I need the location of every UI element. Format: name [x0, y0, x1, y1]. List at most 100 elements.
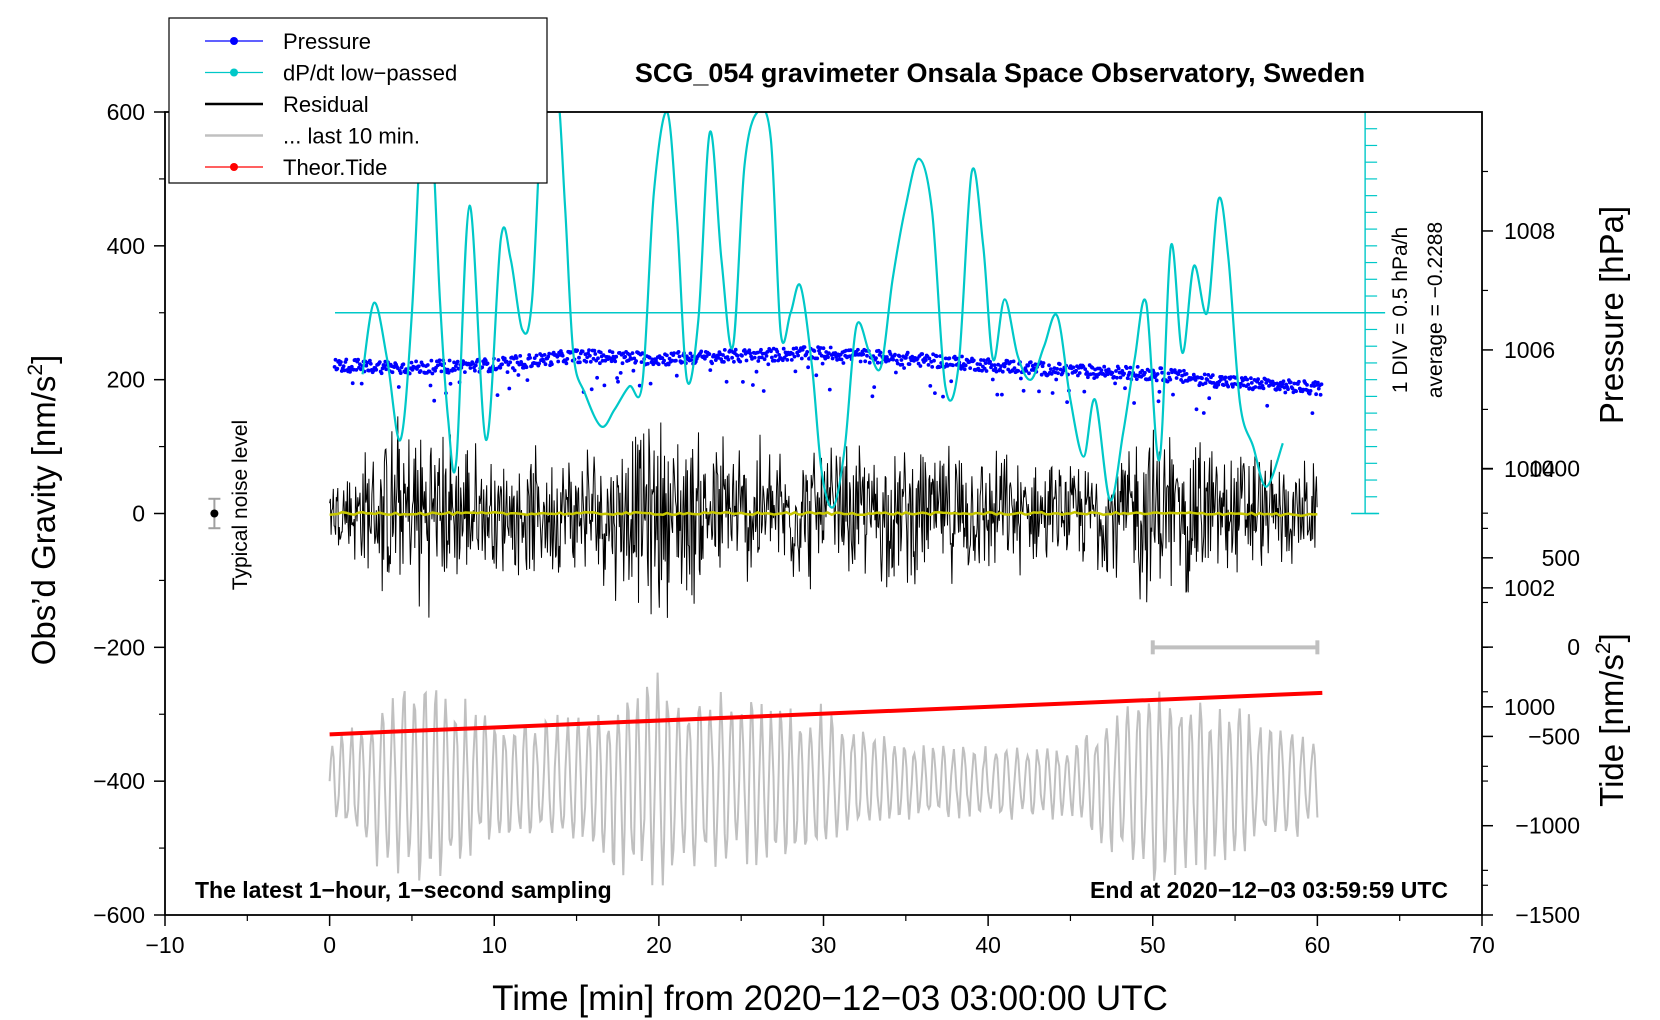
pressure-point	[645, 361, 650, 366]
pressure-point	[963, 363, 968, 368]
pressure-point	[1040, 364, 1045, 369]
pressure-point	[841, 361, 846, 365]
pressure-point	[662, 358, 666, 363]
y-axis-label-gravity: Obs’d Gravity [nm/s2]	[24, 355, 62, 666]
pressure-point	[1281, 379, 1286, 384]
pressure-point	[1016, 369, 1021, 373]
pressure-point	[1205, 378, 1210, 382]
x-tick-label: 0	[323, 932, 336, 958]
pressure-point	[1202, 372, 1207, 377]
pressure-point	[1314, 392, 1318, 397]
pressure-point	[905, 350, 910, 355]
pressure-point	[428, 383, 433, 388]
pressure-point	[760, 355, 764, 360]
pressure-point	[377, 360, 382, 364]
pressure-point	[592, 348, 597, 353]
pressure-point	[379, 371, 384, 376]
legend-marker	[230, 37, 238, 45]
pressure-point	[751, 383, 755, 387]
pressure-point	[1041, 361, 1046, 365]
pressure-point	[722, 348, 727, 352]
tide-tick-label: 0	[1567, 634, 1580, 660]
pressure-point	[564, 361, 569, 366]
pressure-point	[848, 348, 853, 352]
pressure-point	[927, 356, 932, 361]
pressure-point	[1290, 386, 1295, 391]
pressure-point	[543, 362, 548, 367]
x-tick-label: 40	[975, 932, 1001, 958]
pressure-point	[390, 370, 395, 375]
pressure-point	[1002, 364, 1007, 369]
pressure-point	[741, 380, 745, 384]
pressure-point	[1272, 381, 1277, 386]
pressure-point	[349, 364, 354, 369]
legend-label: Pressure	[283, 29, 371, 54]
pressure-point	[980, 368, 984, 373]
pressure-point	[998, 367, 1002, 372]
pressure-point	[867, 360, 872, 365]
pressure-point	[1264, 381, 1269, 385]
dpdt-average-label: average = −0.2288	[1424, 222, 1447, 398]
pressure-point	[812, 349, 817, 353]
pressure-point	[473, 363, 478, 368]
x-tick-label: 60	[1305, 932, 1331, 958]
pressure-point	[1134, 377, 1139, 381]
pressure-point	[674, 373, 679, 378]
legend: Pressure dP/dt low−passed Residual ... last…	[168, 17, 548, 184]
pressure-point	[623, 354, 628, 359]
x-tick-label: 30	[811, 932, 837, 958]
x-tick-label: 10	[481, 932, 507, 958]
pressure-point	[448, 381, 453, 386]
pressure-point	[516, 373, 521, 377]
pressure-point	[759, 347, 763, 352]
pressure-point	[339, 360, 343, 364]
pressure-point	[555, 354, 560, 359]
pressure-point	[1154, 378, 1159, 383]
pressure-point	[799, 356, 804, 361]
tide-tick-label: −500	[1528, 723, 1580, 749]
pressure-point	[483, 358, 488, 363]
pressure-point	[1220, 375, 1224, 379]
pressure-point	[439, 369, 444, 374]
legend-label: Residual	[283, 92, 369, 117]
pressure-point	[1229, 375, 1233, 379]
pressure-point	[473, 368, 477, 373]
pressure-point	[350, 381, 355, 386]
pressure-point	[648, 381, 653, 386]
pressure-point	[742, 348, 747, 352]
pressure-point	[527, 353, 532, 357]
y-tick-label: −200	[93, 634, 145, 660]
pressure-point	[992, 363, 997, 368]
pressure-point	[547, 351, 552, 356]
pressure-point	[754, 369, 759, 374]
pressure-tick-label: 1008	[1504, 218, 1555, 244]
pressure-point	[1099, 368, 1104, 373]
pressure-point	[341, 364, 346, 369]
plot-clipped	[208, 112, 1386, 886]
pressure-point	[730, 355, 734, 360]
pressure-point	[805, 350, 810, 354]
pressure-point	[789, 358, 794, 362]
pressure-point	[1159, 366, 1164, 371]
pressure-point	[368, 358, 372, 363]
pressure-tick-label: 1002	[1504, 575, 1555, 601]
pressure-point	[647, 355, 652, 360]
pressure-point	[534, 353, 539, 358]
tide-tick-label: −1500	[1515, 902, 1580, 928]
pressure-point	[1024, 369, 1029, 373]
pressure-point	[577, 355, 581, 360]
y-label-tide-sup: 2	[1592, 642, 1615, 654]
annotation-sampling: The latest 1−hour, 1−second sampling	[195, 877, 612, 903]
pressure-point	[1261, 386, 1266, 391]
pressure-point	[615, 376, 619, 380]
pressure-point	[1203, 381, 1208, 385]
pressure-point	[498, 365, 503, 370]
pressure-point	[485, 361, 490, 366]
pressure-point	[1012, 366, 1017, 370]
pressure-point	[830, 356, 835, 361]
pressure-point	[821, 346, 826, 351]
pressure-point	[897, 354, 902, 359]
pressure-point	[895, 361, 900, 366]
pressure-point	[947, 356, 952, 361]
pressure-point	[990, 363, 994, 367]
